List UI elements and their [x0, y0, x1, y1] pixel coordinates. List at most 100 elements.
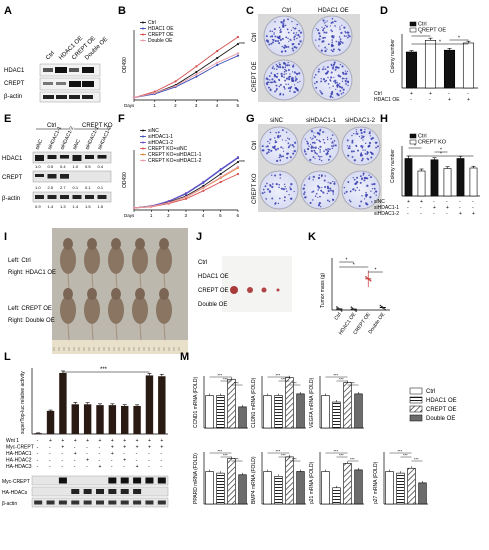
colony [349, 190, 352, 193]
colony [284, 68, 286, 71]
data-point [236, 156, 240, 159]
band-value: 1.0 [73, 164, 79, 169]
colony [274, 174, 277, 177]
colony [281, 139, 284, 141]
bar [407, 467, 416, 505]
colony [263, 191, 266, 193]
colony [327, 83, 330, 85]
colony [375, 146, 377, 149]
colony [352, 150, 355, 153]
colony [337, 66, 340, 69]
data-point [219, 172, 222, 176]
colony [369, 176, 373, 179]
condition-sign: - [49, 451, 51, 457]
colony [278, 63, 281, 66]
colony [281, 66, 285, 69]
colony [332, 66, 335, 69]
colony [352, 176, 354, 179]
significance-label: *** [276, 449, 281, 454]
colony [364, 128, 366, 131]
colony [296, 37, 298, 40]
panel-letter-m: M [180, 351, 189, 363]
colony [334, 25, 336, 27]
colony [334, 81, 337, 84]
colony [265, 197, 268, 200]
colony [342, 73, 345, 75]
colony [303, 193, 306, 196]
condition-sign: - [433, 211, 435, 217]
colony [371, 188, 374, 190]
panel-letter-g: G [246, 113, 255, 125]
data-point [202, 180, 205, 184]
condition-sign: + [123, 458, 126, 464]
blot-band [97, 155, 107, 159]
colony [287, 137, 289, 139]
colony [321, 155, 323, 158]
colony [336, 84, 339, 87]
colony [318, 186, 321, 189]
mouse-head [63, 288, 73, 300]
colony [290, 39, 292, 41]
colony [284, 66, 287, 69]
colony [318, 201, 322, 205]
blot-band [96, 489, 104, 494]
significance-label: *** [239, 42, 245, 48]
mouse-tail [115, 273, 118, 291]
colony [333, 140, 336, 142]
colony [293, 149, 296, 153]
colony [291, 47, 294, 50]
bar [59, 372, 67, 434]
colony [312, 175, 315, 179]
condition-sign: + [429, 91, 432, 97]
colony [269, 185, 272, 187]
significance-label: * [440, 148, 442, 154]
colony [343, 77, 345, 80]
data-point [174, 84, 177, 88]
condition-sign: + [111, 451, 114, 457]
condition-label: Wnt 1 [6, 438, 19, 444]
colony [288, 40, 290, 43]
colony [341, 42, 344, 44]
data-point [150, 205, 153, 208]
colony [341, 65, 344, 68]
significance-label: *** [281, 453, 286, 458]
colony [335, 40, 338, 43]
colony [334, 79, 337, 82]
colony [278, 186, 280, 189]
colony [314, 146, 317, 149]
colony [327, 43, 330, 46]
colony [321, 92, 324, 95]
colony [363, 176, 367, 180]
mouse-body [108, 246, 124, 274]
colony [322, 78, 326, 81]
mouse-head [87, 238, 97, 250]
data-point [195, 73, 198, 76]
colony [283, 46, 285, 49]
colony [287, 87, 290, 90]
colony [343, 186, 346, 189]
band-value: 2.7 [60, 185, 66, 190]
colony [326, 66, 329, 69]
colony [315, 86, 318, 89]
colony [290, 29, 292, 31]
legend-label: Double OE [148, 38, 173, 44]
colony [322, 19, 325, 22]
condition-sign: + [467, 97, 470, 103]
colony [264, 185, 267, 188]
colony [317, 204, 320, 207]
colony [311, 191, 313, 193]
colony [298, 29, 301, 32]
condition-sign: - [472, 205, 474, 211]
colony [343, 26, 346, 29]
colony [269, 138, 272, 141]
condition-sign: - [420, 205, 422, 211]
colony [338, 82, 341, 85]
colony [283, 76, 285, 78]
bar [285, 456, 294, 505]
colony [358, 189, 361, 191]
condition-sign: + [111, 445, 114, 451]
colony [303, 149, 306, 151]
blot-band [60, 155, 69, 159]
colony [270, 72, 273, 74]
colony [284, 50, 287, 53]
